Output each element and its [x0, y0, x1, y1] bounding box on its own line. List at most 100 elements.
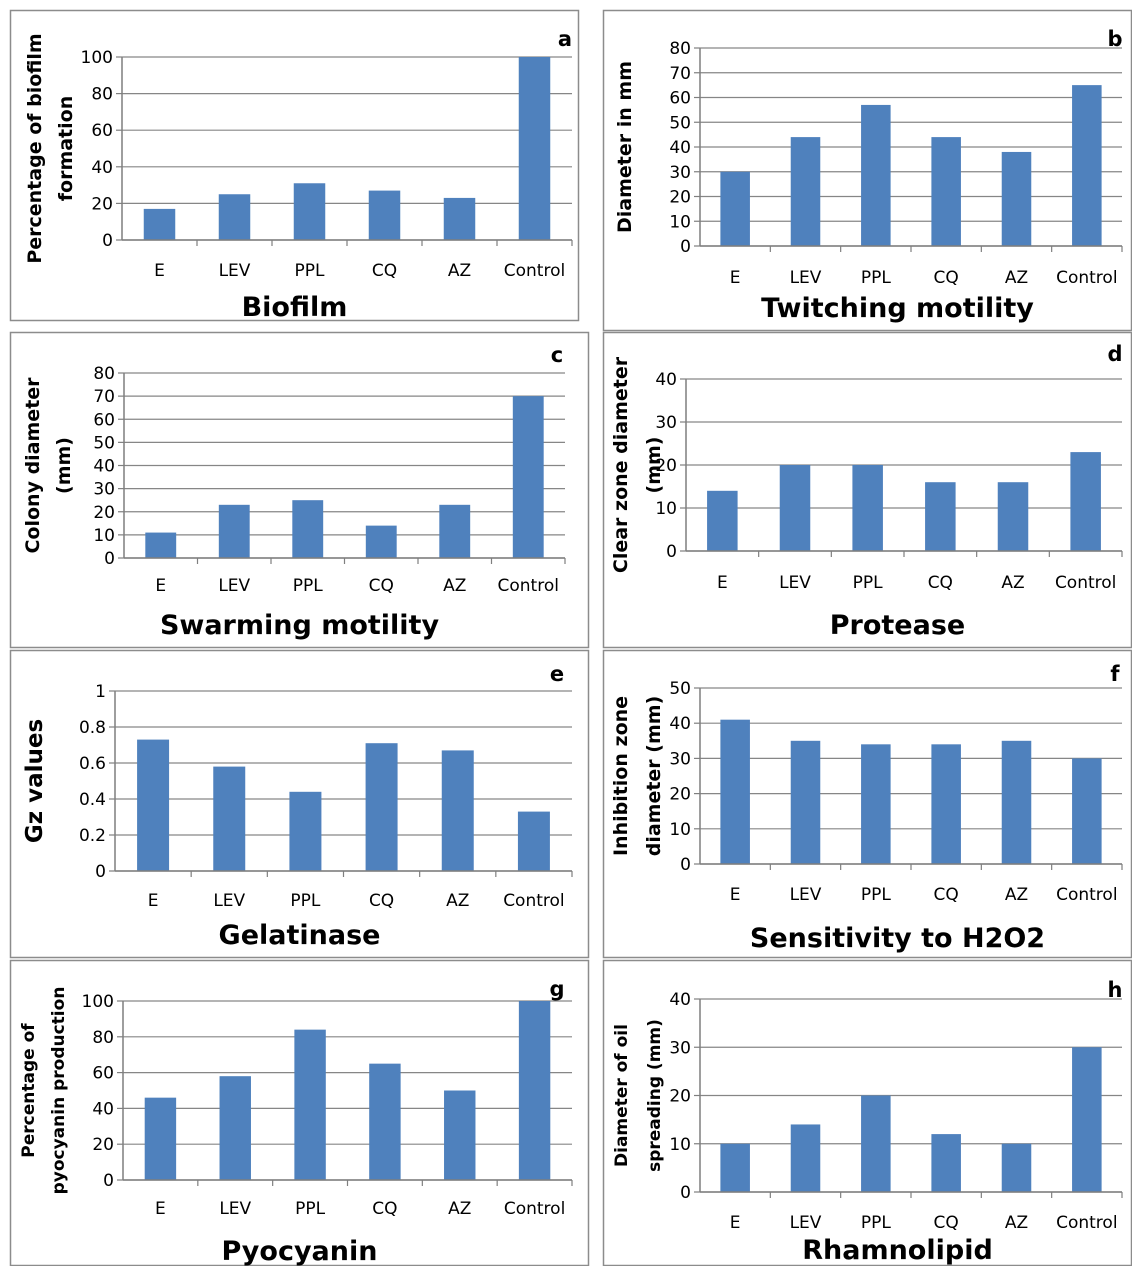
x-category-label: LEV: [790, 885, 822, 905]
y-axis-ticks: 0 20 40 60 80 100: [82, 992, 123, 1191]
x-category-label: PPL: [290, 891, 321, 911]
y-tick-label: 40: [655, 370, 677, 390]
bar-control: [1070, 452, 1101, 551]
x-category-label: PPL: [295, 1199, 326, 1219]
bar-control: [517, 811, 550, 871]
x-category-label: E: [148, 891, 159, 911]
x-category-label: Control: [1055, 573, 1116, 593]
x-category-label: AZ: [1005, 885, 1028, 905]
x-category-label: AZ: [448, 261, 471, 281]
x-category-label: Control: [1056, 268, 1117, 288]
chart-panel-f: 0 10 20 30 40 50 E LEV PPL CQ AZ Control Sensitivity…: [602, 649, 1132, 959]
chart-title: Pyocyanin: [222, 1236, 378, 1266]
y-tick-label: 0.2: [79, 826, 106, 846]
bar-ppl: [294, 1029, 326, 1180]
bar-e: [720, 171, 750, 246]
y-axis-label: Diameter in mm: [614, 61, 636, 233]
y-tick-label: 10: [669, 1135, 691, 1155]
x-category-label: CQ: [934, 268, 959, 288]
bar-e: [144, 1097, 177, 1180]
y-tick-label: 0: [680, 855, 691, 875]
y-tick-label: 0: [666, 542, 677, 562]
y-axis-label: Percentage of: [19, 1023, 39, 1158]
bars: [143, 57, 551, 240]
y-tick-label: 50: [93, 433, 115, 453]
chart-title: Twitching motility: [761, 293, 1034, 324]
bar-ppl: [861, 1095, 891, 1192]
bar-e: [707, 490, 738, 551]
y-tick-label: 20: [91, 194, 113, 214]
x-category-label: Control: [504, 1199, 565, 1219]
y-axis-ticks: 0 10 20 30 40: [669, 990, 700, 1203]
y-tick-label: 80: [92, 1028, 114, 1048]
gridlines: [122, 56, 572, 241]
bars: [145, 396, 544, 558]
x-category-label: PPL: [853, 573, 884, 593]
x-category-label: Control: [1056, 1213, 1117, 1233]
panel-frame: [9, 331, 590, 649]
bar-cq: [369, 1063, 401, 1180]
x-category-label: Control: [1056, 885, 1117, 905]
bar-cq: [931, 744, 961, 864]
gridlines: [124, 372, 565, 559]
x-category-label: E: [717, 573, 728, 593]
y-tick-label: 70: [669, 64, 691, 84]
panel-frame: [9, 9, 580, 322]
y-axis-ticks: 0 20 40 60 80 100: [81, 48, 122, 251]
bar-cq: [925, 482, 956, 551]
bar-az: [1001, 1143, 1032, 1192]
bar-ppl: [292, 500, 324, 558]
chart-title: Sensitivity to H2O2: [750, 923, 1045, 954]
x-category-label: LEV: [219, 1199, 251, 1219]
y-axis-label: pyocyanin production: [49, 987, 69, 1195]
bar-control: [518, 1001, 551, 1180]
bar-az: [441, 750, 474, 871]
x-category-label: LEV: [790, 1213, 822, 1233]
y-tick-label: 40: [93, 457, 115, 477]
y-tick-label: 20: [93, 503, 115, 523]
gridlines: [700, 47, 1122, 247]
chart-panel-g: 0 20 40 60 80 100 E LEV PPL CQ AZ Control Pyocyanin P…: [9, 959, 590, 1266]
y-tick-label: 30: [669, 1038, 691, 1058]
bar-cq: [368, 190, 401, 240]
y-tick-label: 0.6: [79, 754, 106, 774]
y-axis-label: formation: [55, 96, 77, 201]
x-axis-categories: E LEV PPL CQ AZ Control: [730, 864, 1123, 905]
x-category-label: LEV: [790, 268, 822, 288]
x-category-label: AZ: [1001, 573, 1024, 593]
x-category-label: LEV: [213, 891, 245, 911]
y-tick-label: 40: [669, 138, 691, 158]
chart-panel-h: 0 10 20 30 40 E LEV PPL CQ AZ Control Rhamnolipid Di…: [602, 959, 1132, 1266]
x-category-label: E: [155, 576, 166, 596]
bar-lev: [790, 1124, 821, 1192]
x-axis-categories: E LEV PPL CQ AZ Control: [155, 1180, 573, 1219]
y-axis-ticks: 0 10 20 30 40: [655, 370, 686, 562]
y-tick-label: 20: [655, 456, 677, 476]
y-axis-label: Colony diameter: [22, 377, 44, 554]
panel-letter: a: [558, 27, 572, 51]
bars: [720, 1047, 1102, 1192]
x-category-label: LEV: [218, 576, 250, 596]
x-category-label: E: [730, 885, 741, 905]
x-axis-categories: E LEV PPL CQ AZ Control: [730, 1192, 1123, 1233]
x-category-label: Control: [498, 576, 559, 596]
x-axis-categories: E LEV PPL CQ AZ Control: [148, 871, 573, 911]
y-tick-label: 40: [91, 158, 113, 178]
y-tick-label: 20: [669, 188, 691, 208]
bar-az: [997, 482, 1029, 551]
y-tick-label: 0: [103, 1171, 114, 1191]
y-tick-label: 50: [669, 113, 691, 133]
bar-lev: [790, 740, 821, 864]
y-tick-label: 40: [669, 990, 691, 1010]
y-tick-label: 100: [81, 48, 113, 68]
bars: [720, 719, 1102, 864]
x-axis-categories: E LEV PPL CQ AZ Control: [155, 558, 566, 596]
x-category-label: AZ: [1005, 268, 1028, 288]
bar-e: [137, 739, 170, 871]
y-tick-label: 60: [92, 1064, 114, 1084]
bar-control: [1072, 758, 1102, 864]
y-axis-ticks: 0 0.2 0.4 0.6 0.8 1: [79, 682, 115, 882]
bar-lev: [219, 1076, 251, 1180]
gridlines: [686, 378, 1122, 552]
